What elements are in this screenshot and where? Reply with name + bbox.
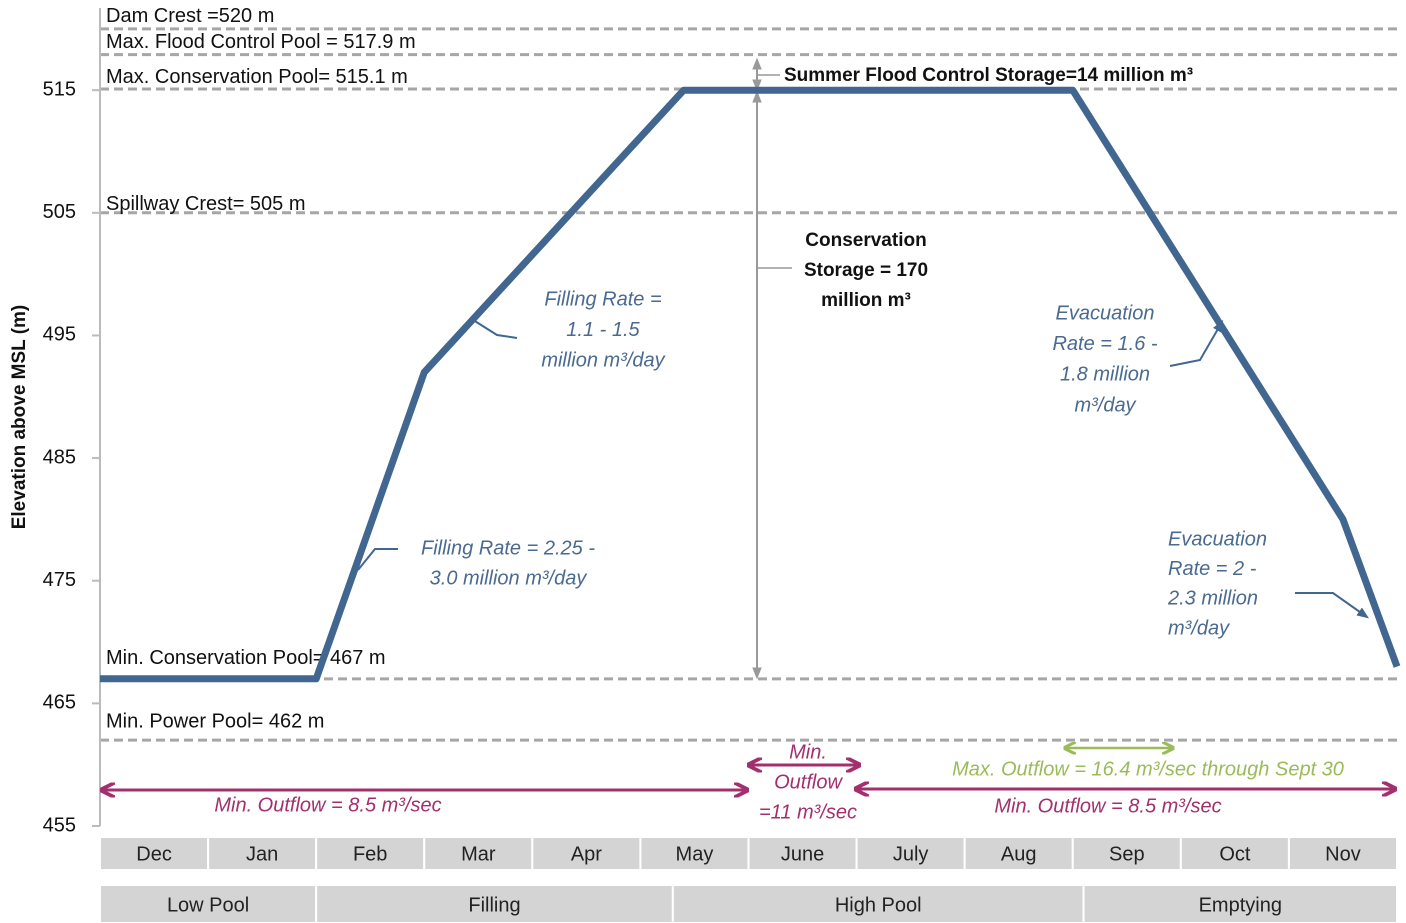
annotation-bg (426, 566, 591, 591)
annotation-bg (1049, 331, 1161, 356)
annotation-text: Rate = 1.6 - (1052, 333, 1157, 355)
line-layer (100, 86, 1401, 683)
category-layer: Dec Jan Feb Mar Apr May June July Aug Sep Oct Nov Lo… (99, 836, 1399, 923)
annotation-bg (1165, 527, 1270, 552)
month-box (207, 836, 318, 871)
annotation-text: Min. Outflow = 8.5 m³/sec (214, 794, 441, 816)
month-box (1071, 836, 1182, 871)
month-box (855, 836, 966, 871)
annotation-text: m³/day (1074, 394, 1136, 416)
rule-curve (100, 86, 1401, 683)
annotation-text: m³/day (1168, 617, 1230, 639)
annotation-text: Summer Flood Control Storage=14 million … (784, 65, 1193, 86)
reference-layer: Dam Crest =520 m Max. Flood Control Pool … (100, 5, 1397, 742)
phase-box (1082, 884, 1399, 923)
annotation-text: Storage = 170 (804, 260, 928, 281)
phase-label: Low Pool (167, 894, 249, 916)
y-tick-label: 495 (43, 324, 76, 346)
x-tick-label: May (676, 843, 714, 865)
y-tick-label: 505 (43, 201, 76, 223)
month-box (315, 836, 426, 871)
phase-label: Filling (468, 894, 520, 916)
y-tick-label: 475 (43, 569, 76, 591)
annotation-text: Min. (789, 741, 827, 763)
arrow-layer (103, 57, 1394, 790)
x-tick-label: Apr (571, 843, 602, 865)
reference-label: Dam Crest =520 m (106, 5, 274, 27)
annotation-text: Filling Rate = (544, 288, 661, 310)
y-tick-label: 455 (43, 814, 76, 836)
month-box (747, 836, 858, 871)
annotation-text: 2.3 million (1167, 588, 1258, 610)
annotation-text: Conservation (805, 230, 926, 251)
annotation-bg (563, 317, 644, 342)
annotation-bg (1164, 586, 1262, 611)
annotation-text: Evacuation (1056, 302, 1155, 324)
x-tick-label: Sep (1109, 843, 1145, 865)
x-tick-label: Nov (1325, 843, 1361, 865)
phase-label: High Pool (835, 894, 922, 916)
reference-label: Max. Conservation Pool= 515.1 m (106, 66, 408, 88)
month-box (423, 836, 534, 871)
annotation-bg (418, 536, 599, 561)
annotation-text: 1.8 million (1060, 364, 1150, 386)
annotation-bg (1056, 362, 1154, 387)
y-tick-label: 465 (43, 692, 76, 714)
annotation-bg (1165, 556, 1260, 581)
annotation-text: 3.0 million m³/day (430, 567, 588, 589)
x-tick-label: Jan (246, 843, 278, 865)
reference-label: Max. Flood Control Pool = 517.9 m (106, 31, 416, 53)
reference-label: Spillway Crest= 505 m (106, 193, 306, 215)
annotation-text: Max. Outflow = 16.4 m³/sec through Sept … (952, 758, 1344, 780)
annotation-bg (1071, 393, 1140, 418)
annotation-bg (538, 348, 669, 373)
x-tick-label: Feb (353, 843, 387, 865)
month-box (1287, 836, 1398, 871)
annotation-bg (1165, 616, 1234, 641)
reference-label: Min. Conservation Pool= 467 m (106, 647, 386, 669)
annotation-bg (541, 287, 665, 312)
annotation-text: Outflow (774, 771, 843, 793)
x-tick-label: Aug (1001, 843, 1037, 865)
annotation-text: =11 m³/sec (759, 801, 857, 823)
x-tick-label: July (893, 843, 929, 865)
annotation-bg (1052, 301, 1158, 326)
leader (469, 317, 518, 339)
annotation-text: million m³ (821, 290, 911, 311)
reference-label: Min. Power Pool= 462 m (106, 710, 324, 732)
annotation-text: Rate = 2 - (1168, 558, 1257, 580)
annotation-text: Min. Outflow = 8.5 m³/sec (994, 795, 1221, 817)
y-axis-label: Elevation above MSL (m) (9, 305, 30, 530)
y-tick-label: 485 (43, 446, 76, 468)
phase-box (671, 884, 1085, 923)
leader (1295, 592, 1369, 619)
y-tick-label: 515 (43, 78, 76, 100)
month-box (963, 836, 1074, 871)
annotation-text: million m³/day (541, 349, 665, 371)
annotation-text: Filling Rate = 2.25 - (421, 537, 595, 559)
x-tick-label: June (781, 843, 824, 865)
leader (357, 548, 398, 571)
leader (1169, 319, 1224, 367)
x-tick-label: Oct (1219, 843, 1251, 865)
phase-label: Emptying (1199, 894, 1282, 916)
annotation-text: 1.1 - 1.5 (566, 319, 640, 341)
axis-layer: Elevation above MSL (m) 455 465 475 485 495 5… (9, 8, 101, 836)
month-box (1179, 836, 1290, 871)
x-tick-label: Dec (136, 843, 172, 865)
month-box (99, 836, 210, 871)
annotation-layer: Summer Flood Control Storage=14 million … (214, 65, 1369, 823)
x-tick-label: Mar (461, 843, 496, 865)
month-box (531, 836, 642, 871)
annotation-text: Evacuation (1168, 528, 1267, 550)
